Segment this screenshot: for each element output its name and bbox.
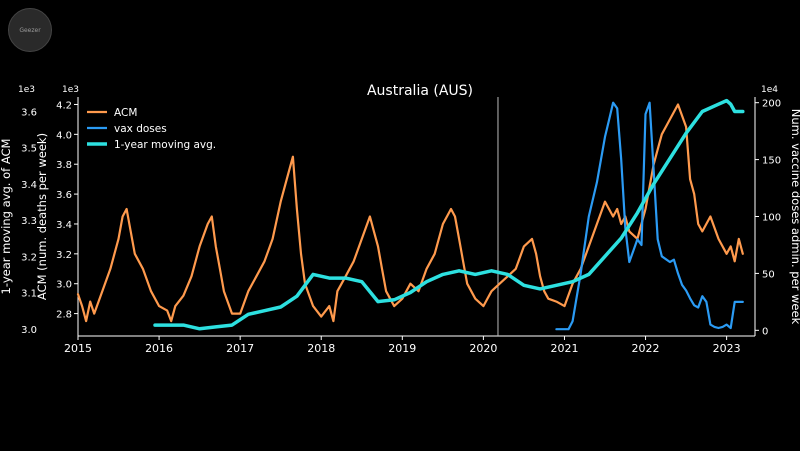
right-tick-label: 150 <box>762 156 781 167</box>
right-tick-label: 50 <box>762 269 775 280</box>
left-outer-exponent: 1e3 <box>18 85 35 95</box>
right-tick-label: 200 <box>762 99 781 110</box>
x-tick-label: 2016 <box>145 342 173 355</box>
left-outer-tick-label: 3.5 <box>21 144 37 155</box>
x-tick-label: 2019 <box>388 342 416 355</box>
left-inner-tick-label: 3.2 <box>56 250 72 261</box>
series-line-0 <box>76 103 744 323</box>
right-tick-label: 0 <box>762 326 768 337</box>
right-exponent: 1e4 <box>761 85 778 95</box>
x-tick-label: 2018 <box>307 342 335 355</box>
x-tick-label: 2022 <box>632 342 660 355</box>
left-inner-tick-label: 3.6 <box>56 190 72 201</box>
left-outer-tick-label: 3.0 <box>21 325 37 336</box>
x-tick-label: 2021 <box>550 342 578 355</box>
left-outer-tick-label: 3.3 <box>21 216 37 227</box>
left-outer-axis-label: 1-year moving avg. of ACM <box>0 139 13 295</box>
series-line-2 <box>153 98 745 331</box>
left-inner-tick-label: 3.0 <box>56 280 72 291</box>
left-outer-tick-label: 3.4 <box>21 180 37 191</box>
left-inner-axis-label: ACM (num. deaths per week) <box>35 133 49 300</box>
left-outer-tick-label: 3.2 <box>21 252 37 263</box>
left-inner-tick-label: 3.4 <box>56 220 72 231</box>
right-tick-label: 100 <box>762 213 781 224</box>
left-inner-tick-label: 3.8 <box>56 160 72 171</box>
series-layer <box>76 98 745 331</box>
left-inner-exponent: 1e3 <box>62 85 79 95</box>
left-inner-tick-label: 4.0 <box>56 130 72 141</box>
right-axis-label: Num. vaccine doses admin. per week <box>789 109 800 325</box>
x-tick-label: 2017 <box>226 342 254 355</box>
axes-layer: 2015 2016 2017 2018 2019 2020 2021 2022 2023 2.8 3… <box>0 85 800 355</box>
chart-title: Australia (AUS) <box>367 83 473 99</box>
legend: ACM vax doses 1-year moving avg. <box>87 107 216 151</box>
legend-label: ACM <box>114 107 137 119</box>
x-tick-label: 2020 <box>469 342 497 355</box>
series-line-1 <box>555 101 744 331</box>
left-inner-tick-label: 2.8 <box>56 310 72 321</box>
left-outer-tick-label: 3.6 <box>21 107 37 118</box>
channel-logo: Geezer <box>8 8 52 52</box>
left-inner-tick-label: 4.2 <box>56 100 72 111</box>
legend-label: 1-year moving avg. <box>114 139 216 151</box>
legend-label: vax doses <box>114 123 167 135</box>
x-tick-label: 2023 <box>713 342 741 355</box>
left-outer-tick-label: 3.1 <box>21 289 37 300</box>
x-tick-label: 2015 <box>64 342 92 355</box>
